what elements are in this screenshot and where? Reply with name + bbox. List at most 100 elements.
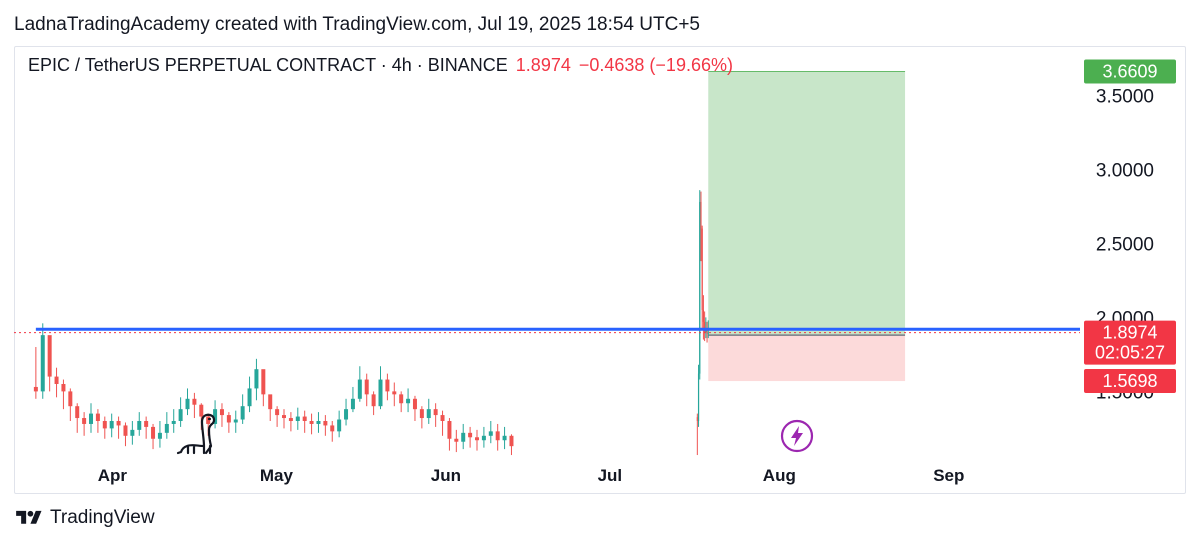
candle-body (502, 435, 507, 441)
candle-body (68, 391, 73, 407)
candle-body (233, 419, 238, 423)
candle-body (199, 404, 204, 417)
legend-price: 1.8974 (515, 55, 571, 75)
candle-body (337, 419, 342, 432)
time-axis: Apr May Jun Jul Aug Sep (98, 466, 965, 485)
candle-body (488, 431, 493, 436)
candle-body (454, 438, 459, 442)
stop-badge-bg (1084, 369, 1176, 394)
candle-body (700, 201, 702, 229)
footer-brand: TradingView (50, 507, 155, 528)
candle-body (406, 398, 411, 404)
candle-body (240, 406, 245, 420)
candle-body (151, 426, 156, 439)
candle-body (185, 398, 190, 410)
time-axis-tick: Jul (598, 466, 623, 485)
candle-body (330, 425, 335, 432)
candle-body (461, 432, 466, 442)
candle-body (116, 420, 121, 426)
candle-body (697, 373, 700, 421)
candle-body (371, 394, 376, 407)
price-axis-tick: 3.0000 (1096, 160, 1154, 181)
candle-body (495, 431, 500, 441)
candle-body (433, 409, 438, 416)
price-axis-tick: 3.5000 (1096, 86, 1154, 107)
candle-body (309, 420, 314, 424)
candle-body (219, 409, 224, 416)
candle-body (704, 321, 706, 333)
time-axis-tick: Jun (431, 466, 461, 485)
candle-body (440, 415, 445, 421)
candle-body (261, 369, 266, 395)
candle-body (509, 435, 514, 447)
candle-body (144, 420, 149, 427)
candle-body (226, 415, 231, 423)
candle-body (447, 420, 452, 439)
stop-badge-text: 1.5698 (1102, 371, 1157, 391)
candle-body (254, 369, 259, 389)
candle-body (481, 435, 486, 441)
candle-body (426, 409, 431, 419)
last-price-badge-bg (1084, 320, 1176, 365)
candle-body (288, 418, 293, 421)
candle-body (399, 394, 404, 404)
symbol-legend: EPIC / TetherUS PERPETUAL CONTRACT · 4h … (28, 55, 733, 76)
candle-body (468, 432, 473, 438)
target-badge-text: 3.6609 (1102, 62, 1157, 82)
stop-zone (708, 335, 906, 382)
candle-body (171, 420, 176, 424)
target-badge: 3.6609 (1084, 59, 1176, 84)
stop-badge: 1.5698 (1084, 369, 1176, 394)
candle-body (247, 388, 252, 407)
candle-body (707, 332, 709, 334)
dinosaur-icon[interactable] (176, 413, 216, 455)
candle-body (275, 409, 280, 416)
candle-body (701, 228, 703, 310)
candle-body (157, 432, 162, 439)
candle-body (40, 335, 45, 392)
candle-body (364, 379, 369, 395)
candle-body (475, 437, 480, 441)
candle-body (61, 383, 66, 392)
candle-body (385, 379, 390, 392)
candle-body (54, 376, 59, 384)
symbol-title: EPIC / TetherUS PERPETUAL CONTRACT · 4h … (28, 55, 508, 75)
candle-body (323, 420, 328, 426)
candle-body (295, 416, 300, 421)
price-lines (14, 327, 1080, 334)
candle-body (137, 420, 142, 430)
time-axis-tick: May (260, 466, 294, 485)
candle-body (392, 391, 397, 395)
candle-body (699, 201, 701, 374)
candle-body (164, 423, 169, 433)
candle-body (412, 398, 417, 410)
footer: TradingView (14, 506, 155, 530)
candle-body (89, 413, 94, 424)
candle-body (706, 329, 708, 334)
candle-body (109, 420, 114, 429)
candle-body (696, 417, 698, 421)
candle-body (123, 425, 128, 436)
lightning-icon[interactable] (780, 419, 814, 453)
candle-body (206, 416, 211, 424)
candle-body (702, 309, 705, 322)
chart-frame (14, 46, 1186, 494)
candle-body (75, 406, 80, 419)
position-tool-zones (708, 71, 906, 382)
candle-body (302, 416, 307, 421)
chart-attribution: LadnaTradingAcademy created with Trading… (14, 14, 700, 35)
candle-body (357, 379, 362, 399)
candle-body (95, 413, 100, 421)
last-price-badge-text: 1.8974 (1102, 323, 1157, 343)
candle-body (282, 415, 287, 419)
target-zone (708, 71, 906, 336)
candle-body (344, 409, 349, 420)
candle-body (192, 398, 197, 405)
target-badge-bg (1084, 59, 1176, 84)
time-axis-tick: Aug (763, 466, 796, 485)
candle-body (130, 429, 135, 436)
legend-change: −0.4638 (−19.66%) (578, 55, 733, 75)
